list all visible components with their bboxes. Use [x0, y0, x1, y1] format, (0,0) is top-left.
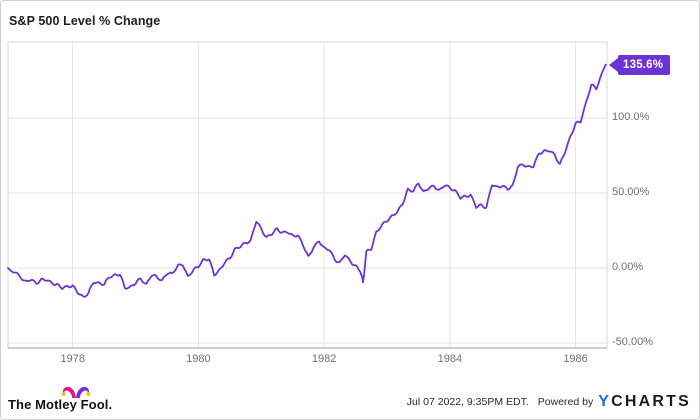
motley-fool-wordmark: The Motley Fool.: [8, 397, 113, 412]
x-axis-label: 1980: [186, 353, 211, 365]
jester-cap-icon: [61, 386, 91, 398]
last-value-badge: 135.6%: [609, 54, 671, 75]
footer-attribution: Jul 07 2022, 9:35PM EDT. Powered by YCHA…: [407, 393, 691, 411]
x-axis-label: 1984: [437, 353, 463, 365]
ycharts-logo-y: Y: [598, 393, 612, 410]
x-axis-label: 1978: [60, 353, 85, 365]
y-axis-label: 100.0%: [612, 111, 650, 124]
y-axis-label: -50.00%: [612, 336, 653, 349]
y-axis-label: 50.00%: [612, 186, 650, 199]
badge-value: 135.6%: [618, 54, 671, 75]
powered-by-label: Powered by: [537, 396, 594, 408]
plot-border: [7, 41, 608, 349]
chart-title: S&P 500 Level % Change: [9, 14, 161, 28]
badge-arrow-icon: [609, 57, 618, 72]
y-axis-label: 0.00%: [612, 261, 644, 274]
motley-fool-logo: The Motley Fool.: [8, 384, 128, 414]
ycharts-logo-charts: CHARTS: [611, 393, 691, 410]
x-axis-label: 1986: [563, 353, 588, 365]
sp500-line-series: [7, 63, 607, 298]
chart-timestamp: Jul 07 2022, 9:35PM EDT.: [406, 396, 529, 408]
x-axis-label: 1982: [311, 353, 337, 365]
ycharts-logo: YCHARTS: [598, 393, 691, 411]
